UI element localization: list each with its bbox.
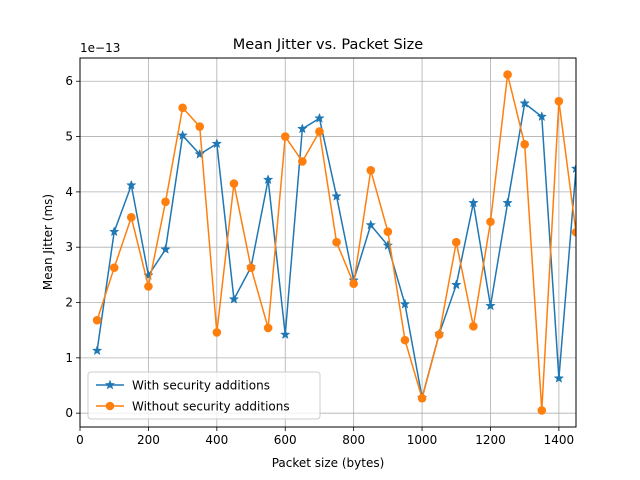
data-point — [399, 298, 411, 309]
series-1 — [92, 70, 576, 415]
y-tick-label: 5 — [65, 130, 73, 144]
data-point — [126, 179, 137, 190]
data-point — [469, 322, 478, 331]
legend-box — [87, 371, 321, 420]
x-tick-label: 1000 — [407, 433, 438, 447]
legend-marker — [105, 401, 115, 411]
data-point — [314, 112, 325, 123]
x-tick-label: 400 — [205, 433, 228, 447]
axis-ticks: 0 200 400 600 800 1000 1200 1400 0 1 2 3 4 5 6 — [65, 74, 574, 447]
data-point — [451, 237, 461, 247]
data-point — [108, 226, 120, 237]
data-point — [485, 300, 496, 311]
data-point — [263, 323, 273, 333]
data-point — [92, 315, 102, 325]
data-point — [553, 372, 565, 383]
data-point — [519, 97, 530, 108]
data-point — [91, 345, 103, 356]
x-tick-label: 600 — [274, 433, 297, 447]
data-point — [503, 70, 512, 79]
x-tick-label: 800 — [342, 433, 365, 447]
data-point — [570, 163, 576, 174]
data-point — [109, 263, 119, 272]
data-point — [177, 129, 188, 140]
y-tick-label: 3 — [65, 240, 73, 254]
legend-marker — [104, 379, 116, 390]
x-tick-label: 200 — [137, 433, 160, 447]
y-axis-offset-text: 1e−13 — [80, 41, 120, 55]
data-point — [212, 328, 222, 337]
legend-label: With security additions — [132, 379, 270, 393]
data-point — [366, 166, 376, 175]
x-tick-label: 0 — [76, 433, 84, 447]
data-point — [194, 148, 205, 159]
x-axis-label: Packet size (bytes) — [272, 456, 385, 470]
data-point — [127, 213, 136, 222]
data-point — [451, 279, 462, 290]
data-point — [486, 217, 495, 227]
data-point — [298, 157, 307, 166]
data-point — [400, 335, 410, 345]
data-point — [332, 237, 341, 247]
y-tick-label: 6 — [65, 74, 73, 88]
data-point — [468, 197, 479, 208]
data-point — [211, 138, 223, 149]
data-point — [382, 240, 394, 251]
data-point — [280, 132, 290, 141]
data-point — [417, 393, 427, 403]
data-point — [349, 279, 358, 289]
data-point — [502, 197, 513, 208]
data-point — [178, 103, 187, 113]
data-point — [229, 179, 239, 188]
y-tick-label: 1 — [65, 351, 73, 365]
data-point — [434, 330, 444, 339]
data-point — [365, 219, 376, 230]
data-point — [554, 96, 564, 106]
data-point — [280, 329, 291, 340]
data-point — [195, 122, 205, 131]
y-tick-label: 4 — [65, 185, 73, 199]
y-tick-label: 2 — [65, 296, 73, 310]
data-point — [383, 227, 393, 237]
data-point — [536, 111, 548, 122]
data-point — [160, 243, 171, 254]
x-tick-label: 1400 — [544, 433, 575, 447]
data-point — [315, 127, 324, 136]
data-point — [161, 197, 170, 207]
data-point — [228, 293, 240, 304]
data-point — [144, 282, 153, 291]
data-point — [297, 123, 308, 134]
data-point — [571, 227, 576, 237]
legend-label: Without security additions — [132, 400, 290, 414]
legend: With security additions Without security … — [87, 371, 321, 420]
data-point — [520, 140, 529, 149]
data-point — [246, 263, 256, 272]
data-point — [262, 174, 274, 185]
x-tick-label: 1200 — [475, 433, 506, 447]
data-point — [537, 406, 547, 415]
data-point — [331, 190, 342, 201]
y-tick-label: 0 — [65, 406, 73, 420]
y-axis-label: Mean Jitter (ms) — [41, 194, 55, 290]
plot-series — [91, 70, 576, 415]
plot-frame — [79, 57, 577, 428]
chart-title: Mean Jitter vs. Packet Size — [233, 37, 424, 53]
